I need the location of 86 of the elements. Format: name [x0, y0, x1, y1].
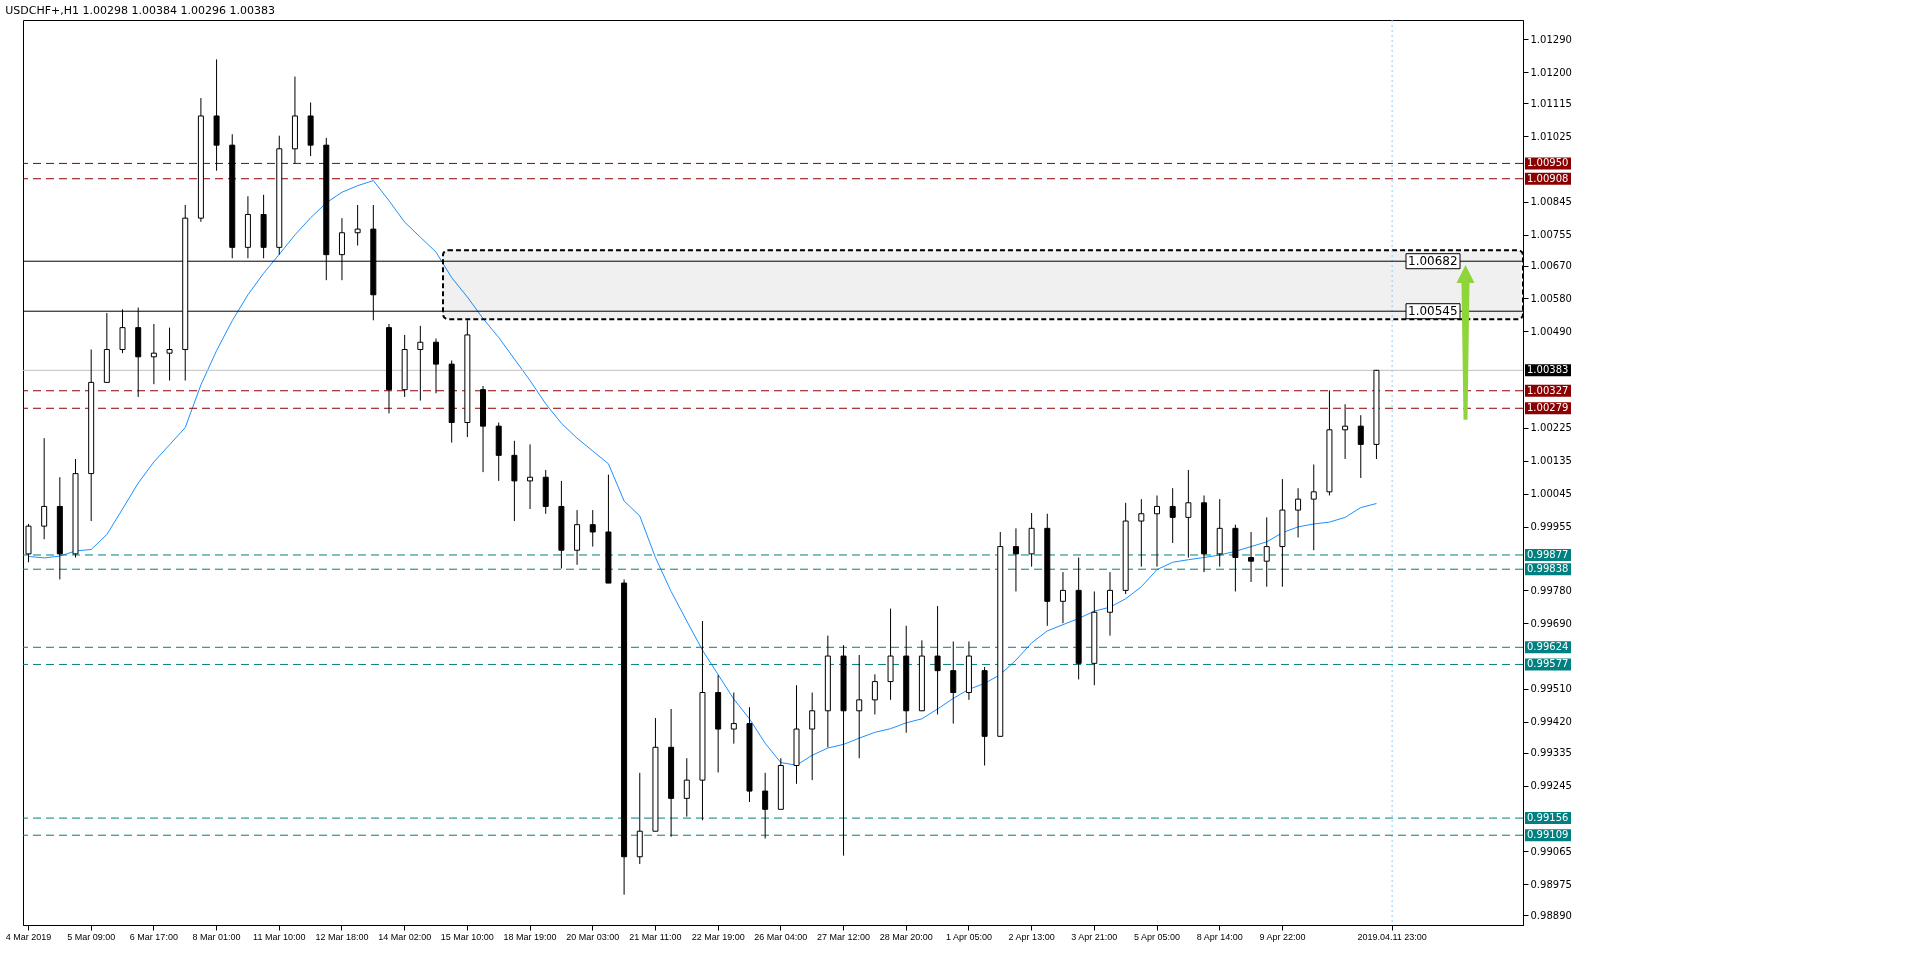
ref-line-label: 1.00908 — [1527, 172, 1569, 184]
candlestick — [730, 692, 737, 745]
candlestick — [41, 437, 48, 540]
x-tick-label: 5 Apr 05:00 — [1133, 931, 1181, 942]
ref-line-label: 0.99577 — [1527, 658, 1569, 670]
x-tick-label: 4 Mar 2019 — [5, 931, 52, 942]
y-tick-label: 0.99065 — [1530, 845, 1572, 857]
ref-line-label: 1.00682 — [1408, 254, 1458, 269]
candlestick — [1295, 487, 1302, 538]
candlestick — [856, 654, 863, 759]
y-tick-label: 0.99780 — [1530, 584, 1572, 596]
chart-title: USDCHF+,H1 1.00298 1.00384 1.00296 1.00383 — [5, 3, 275, 17]
ref-line-label: 0.99877 — [1527, 548, 1569, 560]
candlestick — [934, 605, 941, 715]
ref-line-label: 1.00545 — [1408, 304, 1458, 319]
candlestick — [589, 509, 596, 548]
candlestick — [762, 772, 769, 840]
x-tick-label: 14 Mar 02:00 — [378, 931, 432, 942]
y-tick-label: 1.01115 — [1530, 97, 1572, 109]
candlestick — [1059, 571, 1066, 624]
x-tick-label: 28 Mar 20:00 — [879, 931, 933, 942]
candlestick — [433, 338, 440, 394]
candlestick — [1154, 494, 1161, 568]
ref-line-label: 1.00950 — [1527, 157, 1569, 169]
y-tick-label: 1.00135 — [1530, 455, 1572, 467]
ref-line-label: 0.99624 — [1527, 641, 1569, 653]
x-tick-label: 1 Apr 05:00 — [945, 931, 992, 942]
y-tick-label: 1.00670 — [1530, 260, 1572, 272]
x-tick-label: 5 Mar 09:00 — [67, 931, 116, 942]
candlestick — [1357, 414, 1364, 479]
x-tick-label: 27 Mar 12:00 — [817, 931, 871, 942]
candlestick — [417, 325, 424, 402]
y-tick-label: 0.99690 — [1530, 617, 1572, 629]
candlestick — [1169, 487, 1176, 544]
x-tick-label: 18 Mar 19:00 — [503, 931, 557, 942]
x-tick-label: 15 Mar 10:00 — [440, 931, 494, 942]
y-tick-label: 0.99245 — [1530, 780, 1572, 792]
candlestick — [1248, 531, 1255, 583]
x-tick-label: 3 Apr 21:00 — [1071, 931, 1118, 942]
candlestick — [1185, 469, 1192, 559]
candlestick — [950, 640, 957, 725]
candlestick — [354, 204, 361, 247]
x-tick-label: 8 Apr 14:00 — [1196, 931, 1243, 942]
x-tick-label: 8 Mar 01:00 — [192, 931, 241, 942]
y-tick-label: 1.00580 — [1530, 292, 1572, 304]
candlestick — [527, 443, 534, 510]
candlestick — [1106, 571, 1113, 637]
ref-line-label: 0.99838 — [1527, 563, 1569, 575]
ref-line-label: 1.00383 — [1527, 364, 1569, 376]
ref-line-label: 0.99156 — [1527, 812, 1569, 824]
y-tick-label: 0.99420 — [1530, 716, 1572, 728]
x-tick-label: 2019.04.11 23:00 — [1357, 931, 1427, 942]
y-tick-label: 0.99955 — [1530, 521, 1572, 533]
x-tick-label: 9 Apr 22:00 — [1259, 931, 1306, 942]
y-tick-label: 1.01025 — [1530, 130, 1572, 142]
y-tick-label: 1.01200 — [1530, 66, 1572, 78]
candlestick — [1263, 516, 1270, 588]
y-tick-label: 0.99510 — [1530, 683, 1572, 695]
y-tick-label: 1.00755 — [1530, 229, 1572, 241]
x-tick-label: 6 Mar 17:00 — [129, 931, 178, 942]
x-tick-label: 20 Mar 03:00 — [566, 931, 620, 942]
x-tick-label: 22 Mar 19:00 — [691, 931, 745, 942]
candlestick — [683, 757, 690, 818]
y-tick-label: 1.00845 — [1530, 196, 1572, 208]
candlestick — [1310, 463, 1317, 551]
candlestick — [166, 327, 173, 382]
candlestick — [1012, 527, 1019, 592]
candlestick — [809, 692, 816, 781]
line-series — [27, 180, 1377, 766]
y-tick-label: 0.98890 — [1530, 909, 1572, 921]
ref-line-label: 1.00327 — [1527, 384, 1569, 396]
ref-line-label: 0.99109 — [1527, 829, 1569, 841]
ref-line-label: 1.00279 — [1527, 402, 1569, 414]
x-tick-label: 21 Mar 11:00 — [629, 931, 682, 942]
y-tick-label: 1.00490 — [1530, 325, 1572, 337]
candlestick — [871, 673, 878, 715]
y-tick-label: 1.00045 — [1530, 488, 1572, 500]
x-tick-label: 2 Apr 13:00 — [1008, 931, 1055, 942]
y-tick-label: 1.01290 — [1530, 33, 1572, 45]
y-tick-label: 0.99335 — [1530, 747, 1572, 759]
candlestick — [1138, 498, 1145, 568]
x-tick-label: 12 Mar 18:00 — [315, 931, 369, 942]
y-tick-label: 0.98975 — [1530, 878, 1572, 890]
y-tick-label: 1.00225 — [1530, 422, 1572, 434]
x-tick-label: 11 Mar 10:00 — [253, 931, 306, 942]
x-tick-label: 26 Mar 04:00 — [754, 931, 808, 942]
